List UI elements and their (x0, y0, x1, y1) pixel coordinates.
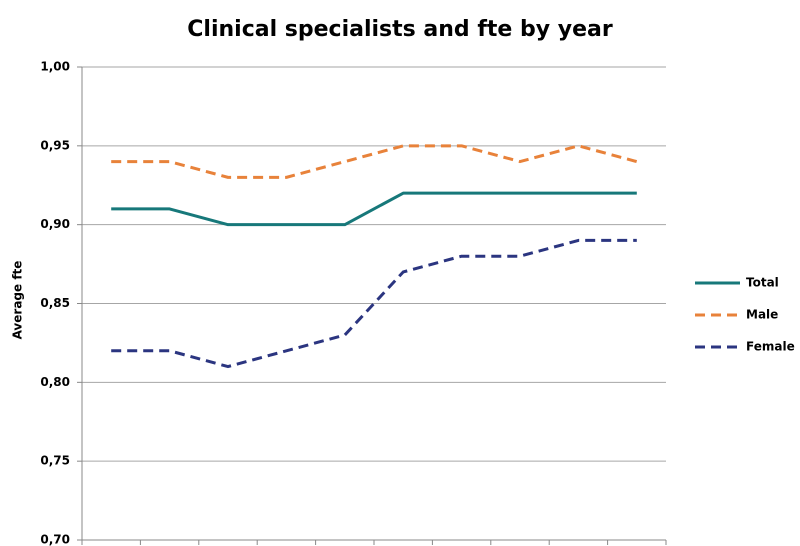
y-tick-label: 0,75 (40, 454, 70, 468)
y-tick-label: 0,90 (40, 217, 70, 231)
y-tick-label: 0,95 (40, 138, 70, 152)
series-line (111, 238, 637, 369)
y-axis-label: Average fte (11, 261, 25, 340)
y-tick-label: 0,85 (40, 296, 70, 310)
y-tick-label: 0,70 (40, 533, 70, 546)
y-tick-label: 1,00 (40, 60, 70, 74)
legend-label: Total (746, 276, 779, 290)
y-tick-label: 0,80 (40, 375, 70, 389)
legend-label: Male (746, 308, 778, 322)
series-line (111, 144, 638, 179)
chart-title: Clinical specialists and fte by year (187, 17, 613, 42)
series-line (111, 191, 637, 227)
legend-label: Female (746, 340, 795, 354)
